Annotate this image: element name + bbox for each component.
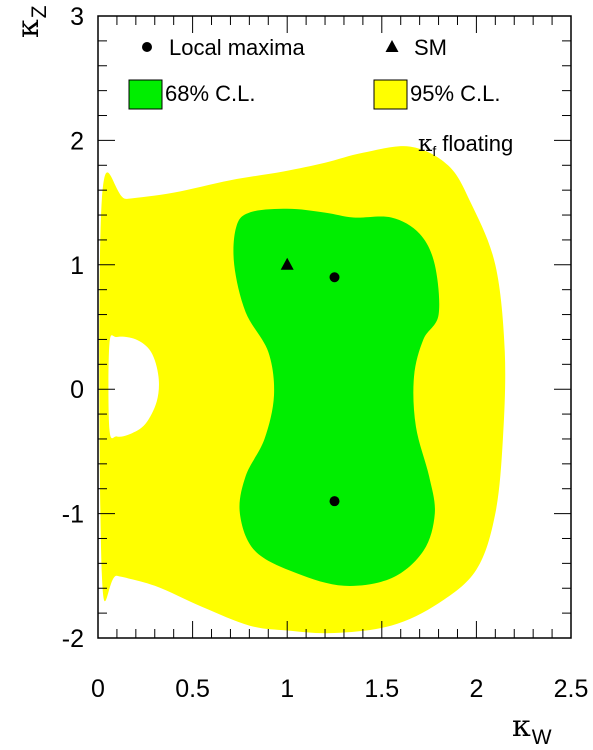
y-tick-label: 3 bbox=[70, 3, 84, 31]
y-axis-title: κZ bbox=[11, 5, 51, 38]
legend-label: Local maxima bbox=[169, 35, 305, 60]
confidence-regions bbox=[99, 146, 506, 634]
y-tick-label: -2 bbox=[62, 625, 84, 653]
legend-label: SM bbox=[414, 35, 447, 60]
region-68-c-l bbox=[233, 208, 440, 586]
x-tick-label: 0.5 bbox=[175, 675, 210, 703]
y-tick-label: 1 bbox=[70, 252, 84, 280]
x-tick-label: 2 bbox=[469, 675, 483, 703]
legend-entry: SM bbox=[385, 35, 447, 60]
local-maximum-point bbox=[329, 272, 340, 283]
legend: Local maxima SM 68% C.L. 95% C.L. bbox=[128, 35, 501, 110]
sm-point bbox=[280, 257, 294, 270]
local-maximum-point bbox=[329, 496, 340, 507]
x-axis-title: κW bbox=[512, 709, 552, 749]
legend-entry: 68% C.L. bbox=[128, 79, 256, 110]
legend-color-box bbox=[128, 79, 163, 110]
y-tick-label: -1 bbox=[62, 501, 84, 529]
axis-ticks bbox=[97, 15, 572, 639]
tick-labels: 0 0.5 1 1.5 2 2.5 -2 -1 0 1 2 3 bbox=[62, 3, 589, 703]
floating-annotation: κf floating bbox=[418, 131, 513, 159]
legend-label: 68% C.L. bbox=[165, 81, 256, 106]
data-points bbox=[280, 257, 340, 507]
legend-entry: Local maxima bbox=[142, 35, 305, 60]
plot-border bbox=[97, 15, 572, 639]
x-tick-label: 1.5 bbox=[364, 675, 399, 703]
legend-entry: 95% C.L. bbox=[373, 79, 501, 110]
x-tick-label: 2.5 bbox=[554, 675, 589, 703]
y-tick-label: 2 bbox=[70, 127, 84, 155]
plot-frame bbox=[97, 15, 572, 639]
x-tick-label: 1 bbox=[280, 675, 294, 703]
y-tick-label: 0 bbox=[70, 376, 84, 404]
legend-triangle-marker bbox=[385, 40, 399, 52]
x-tick-label: 0 bbox=[91, 675, 105, 703]
legend-color-box bbox=[373, 79, 408, 110]
legend-label: 95% C.L. bbox=[410, 81, 501, 106]
legend-circle-marker bbox=[142, 42, 152, 52]
